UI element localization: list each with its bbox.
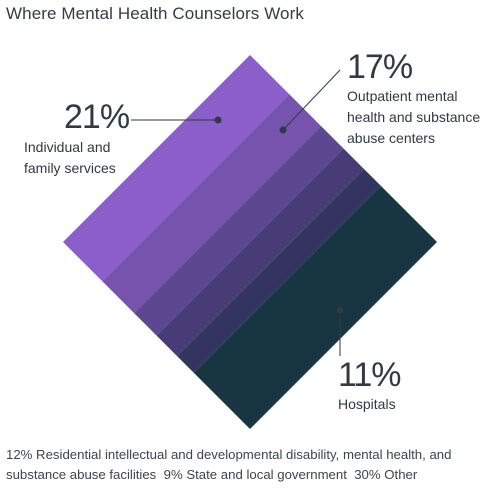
segment-label-17-line2: health and substance bbox=[347, 109, 481, 125]
leader-dot-11 bbox=[336, 306, 344, 314]
segment-label-17-line3: abuse centers bbox=[347, 130, 435, 146]
diamond-band-30pct bbox=[193, 185, 437, 429]
segment-label-17-line1: Outpatient mental bbox=[347, 88, 458, 104]
diamond-band-9pct bbox=[177, 169, 381, 373]
segment-label-21-line1: Individual and bbox=[24, 139, 111, 155]
footer-item-residential: 12% Residential intellectual and develop… bbox=[6, 447, 452, 482]
footer-legend: 12% Residential intellectual and develop… bbox=[6, 445, 498, 485]
leader-dot-21 bbox=[214, 116, 222, 124]
leader-dot-17 bbox=[279, 126, 287, 134]
chart-title: Where Mental Health Counselors Work bbox=[6, 4, 304, 23]
pct-label-11: 11% bbox=[338, 356, 402, 394]
segment-label-21-line2: family services bbox=[24, 160, 116, 176]
footer-item-other: 30% Other bbox=[354, 467, 418, 482]
leader-line-17 bbox=[282, 69, 341, 131]
pct-label-21: 21% bbox=[64, 98, 130, 136]
diamond-band-17pct bbox=[102, 94, 322, 314]
diamond-band-11pct bbox=[156, 148, 365, 357]
diamond-band-21pct bbox=[63, 55, 290, 282]
segment-label-11-line1: Hospitals bbox=[338, 396, 396, 412]
footer-item-government: 9% State and local government bbox=[163, 467, 347, 482]
diamond-band-12pct bbox=[134, 126, 344, 336]
pct-label-17: 17% bbox=[347, 48, 413, 86]
